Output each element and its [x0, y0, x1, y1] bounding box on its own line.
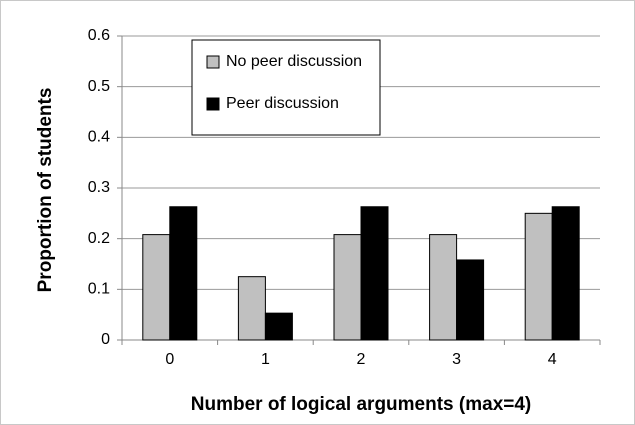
legend-swatch	[206, 55, 220, 69]
bar	[142, 234, 171, 341]
bar	[524, 212, 553, 341]
y-tick-label: 0.5	[88, 78, 110, 95]
x-tick-label: 0	[165, 351, 174, 368]
x-tick-label: 1	[261, 351, 270, 368]
y-tick-label: 0.2	[88, 230, 110, 247]
bar	[456, 259, 485, 341]
bar	[237, 276, 266, 341]
x-tick-label: 2	[357, 351, 366, 368]
y-tick-label: 0.3	[88, 179, 110, 196]
legend-label: Peer discussion	[226, 95, 339, 112]
bar	[169, 206, 198, 341]
bar	[360, 206, 389, 341]
bar	[551, 206, 580, 341]
y-tick-label: 0.4	[88, 129, 110, 146]
x-tick-label: 4	[548, 351, 557, 368]
legend-box	[191, 39, 381, 136]
legend-swatch	[206, 97, 220, 111]
legend-label: No peer discussion	[226, 53, 362, 70]
y-axis-title: Proportion of students	[35, 88, 56, 293]
y-tick-label: 0.6	[88, 27, 110, 44]
y-tick-label: 0.1	[88, 281, 110, 298]
x-tick-label: 3	[452, 351, 461, 368]
bar	[264, 312, 293, 341]
y-tick-label: 0	[101, 331, 110, 348]
bar	[429, 234, 458, 341]
bar	[333, 234, 362, 341]
x-axis-title: Number of logical arguments (max=4)	[191, 394, 532, 415]
